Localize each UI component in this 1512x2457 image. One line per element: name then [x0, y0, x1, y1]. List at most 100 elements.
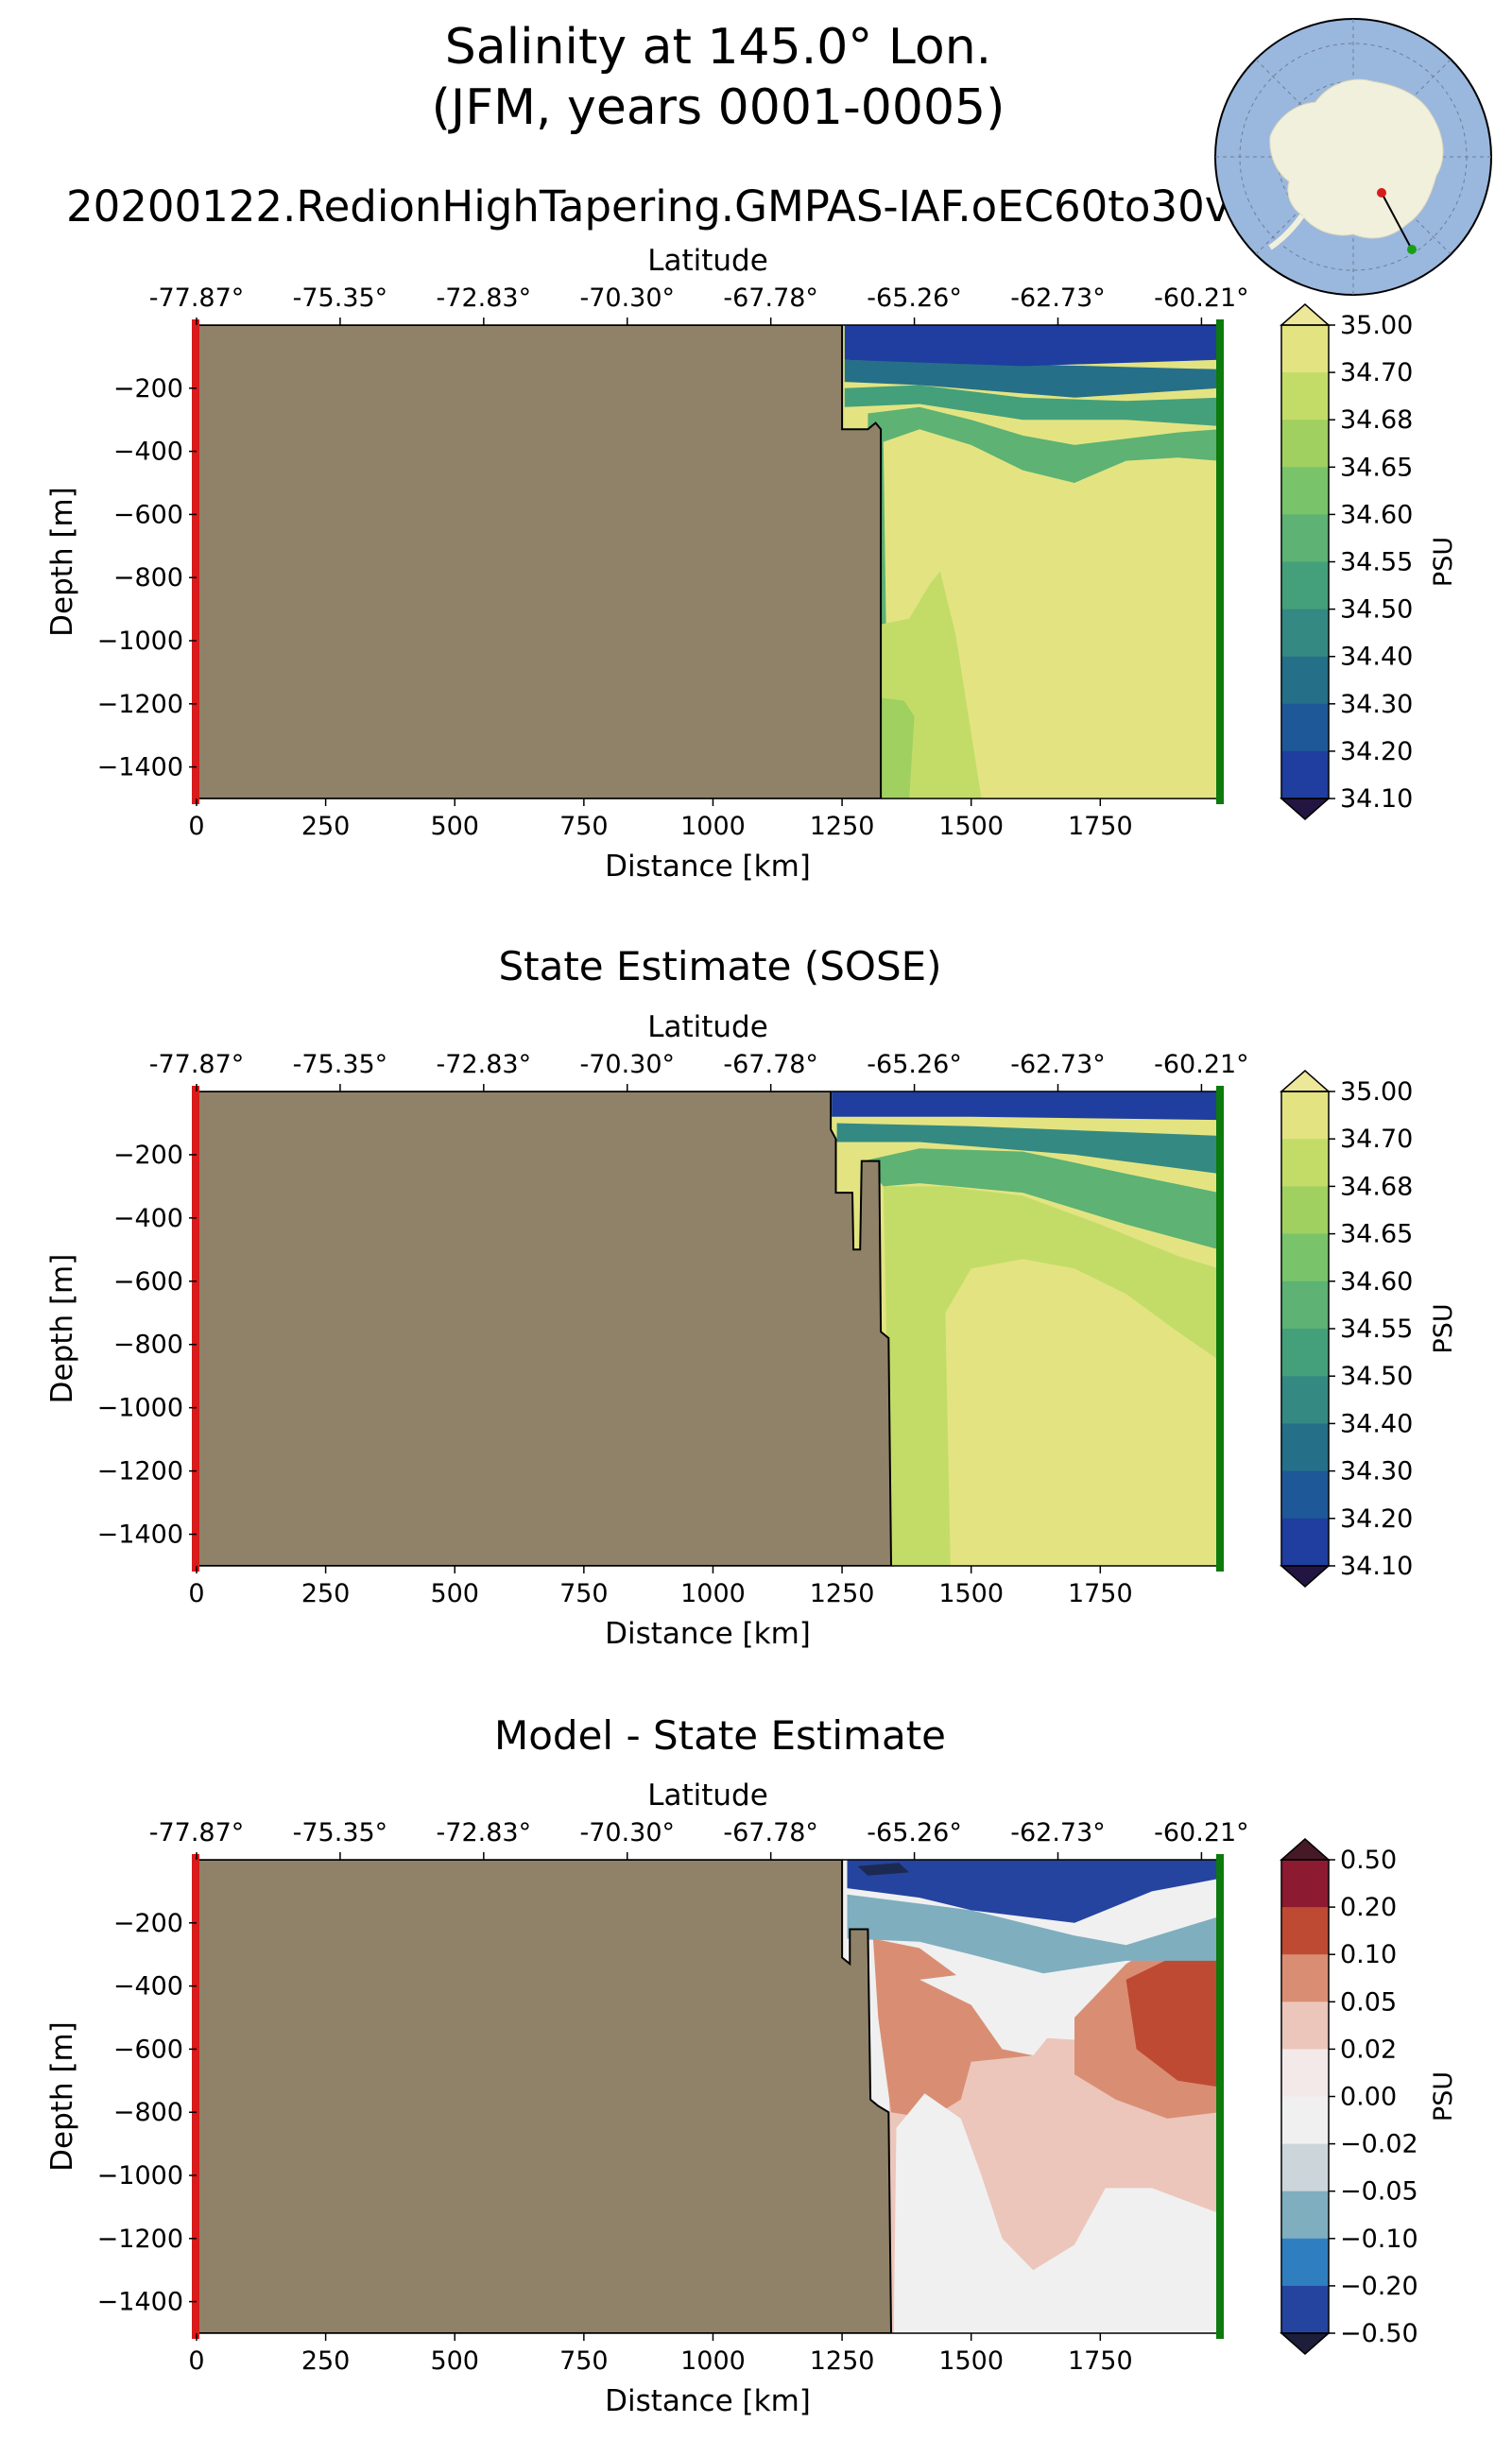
sose-colorbar-swatch	[1281, 1280, 1329, 1330]
model-colorbar-tick-label: 34.30	[1340, 690, 1413, 719]
difference-colorbar: 0.50 0.20 0.10 0.05 0.02 0.00 −0.02 −0.05 −0.10 −…	[1280, 1838, 1458, 2355]
run-name: 20200122.RedionHighTapering.GMPAS-IAF.oE…	[66, 181, 1257, 232]
difference-colorbar-swatch	[1281, 2238, 1329, 2287]
panel-difference: 0 250 500 750 1000 1250 1500 1750 −200 −400 −600 −8…	[45, 1778, 1458, 2418]
difference-x-tick-label: 500	[430, 2346, 479, 2376]
model-colorbar-tick-label: 35.00	[1340, 311, 1413, 340]
model-lat-tick-label: -62.73°	[1010, 284, 1106, 313]
difference-contour-band-8	[857, 1863, 910, 1876]
panel-sose: 0 250 500 750 1000 1250 1500 1750 −200 −400 −600 −8…	[45, 1010, 1458, 1651]
difference-colorbar-swatch	[1281, 1954, 1329, 2002]
difference-colorbar-tick-label: 0.10	[1340, 1940, 1397, 1969]
model-colorbar-label: PSU	[1429, 537, 1458, 587]
difference-colorbar-tick-label: 0.05	[1340, 1987, 1397, 2017]
difference-start-marker	[192, 1854, 199, 2339]
sose-lat-tick-label: -75.35°	[293, 1050, 388, 1079]
difference-contour-band-3	[1125, 1950, 1219, 2088]
sose-contour-band-1	[945, 1259, 1219, 1566]
difference-lat-tick-label: -62.73°	[1010, 1818, 1106, 1847]
difference-contour-band-7	[847, 1860, 1219, 1923]
model-colorbar-extend-top	[1280, 303, 1331, 326]
difference-top-axis-label: Latitude	[647, 1778, 768, 1813]
difference-colorbar-swatch	[1281, 2049, 1329, 2097]
difference-x-tick-label: 1750	[1068, 2346, 1133, 2376]
sose-y-tick-label: −1200	[97, 1457, 183, 1486]
difference-colorbar-swatch	[1281, 2285, 1329, 2334]
model-y-axis-label: Depth [m]	[45, 487, 79, 637]
sose-colorbar-label: PSU	[1429, 1303, 1458, 1353]
sose-colorbar-tick-label: 35.00	[1340, 1077, 1413, 1107]
model-y-tick-label: −400	[113, 438, 183, 467]
model-x-tick-label: 1000	[680, 812, 746, 841]
model-contour-band-1	[883, 429, 1219, 799]
sose-colorbar: 35.00 34.70 34.68 34.65 34.60 34.55 34.50 34.40…	[1280, 1070, 1458, 1588]
difference-contour-band-5	[919, 1973, 1049, 2056]
sose-x-tick-label: 500	[430, 1579, 479, 1608]
sose-lat-tick-label: -67.78°	[723, 1050, 818, 1079]
model-top-axis-label: Latitude	[647, 244, 768, 278]
model-colorbar-swatch	[1281, 703, 1329, 752]
model-x-axis-label: Distance [km]	[605, 850, 811, 884]
model-colorbar-tick-label: 34.70	[1340, 358, 1413, 387]
model-colorbar-swatch	[1281, 514, 1329, 562]
model-y-tick-label: −1000	[97, 627, 183, 656]
model-contour-band-6	[844, 325, 1219, 367]
model-contour-band-4	[844, 385, 1219, 426]
sose-contour-band-3	[836, 1123, 1219, 1174]
model-colorbar-swatch	[1281, 561, 1329, 610]
difference-colorbar-extend-bottom	[1280, 2332, 1331, 2355]
difference-colorbar-swatch	[1281, 2096, 1329, 2145]
sose-colorbar-tick-label: 34.65	[1340, 1220, 1413, 1249]
sose-lat-tick-label: -60.21°	[1154, 1050, 1249, 1079]
sose-lat-tick-label: -65.26°	[867, 1050, 962, 1079]
difference-lat-tick-label: -65.26°	[867, 1818, 962, 1847]
model-x-tick-label: 750	[559, 812, 609, 841]
model-x-tick-label: 250	[301, 812, 351, 841]
model-contour-band-3	[878, 697, 915, 799]
difference-y-tick-label: −800	[113, 2098, 183, 2127]
difference-colorbar-tick-label: −0.02	[1340, 2130, 1418, 2159]
sose-colorbar-tick-label: 34.40	[1340, 1409, 1413, 1438]
model-seafloor-land	[197, 325, 883, 799]
model-y-tick-label: −1200	[97, 690, 183, 719]
sose-x-tick-label: 1500	[938, 1579, 1004, 1608]
model-plot-area	[197, 325, 1219, 799]
sose-lat-tick-label: -72.83°	[437, 1050, 532, 1079]
antarctic-peninsula	[1268, 214, 1305, 250]
sose-end-marker	[1216, 1086, 1224, 1572]
sose-x-tick-label: 250	[301, 1579, 351, 1608]
model-colorbar-swatch	[1281, 372, 1329, 421]
difference-lat-tick-label: -77.87°	[149, 1818, 245, 1847]
difference-y-tick-label: −400	[113, 1972, 183, 2002]
sose-colorbar-tick-label: 34.55	[1340, 1314, 1413, 1344]
model-colorbar: 35.00 34.70 34.68 34.65 34.60 34.55 34.50 34.40…	[1280, 303, 1458, 820]
sose-lat-tick-label: -77.87°	[149, 1050, 245, 1079]
difference-colorbar-tick-label: 0.00	[1340, 2083, 1397, 2112]
model-colorbar-tick-label: 34.60	[1340, 500, 1413, 529]
difference-lat-tick-label: -75.35°	[293, 1818, 388, 1847]
sose-y-tick-label: −800	[113, 1331, 183, 1360]
model-colorbar-swatch	[1281, 325, 1329, 373]
difference-y-tick-label: −1000	[97, 2161, 183, 2191]
sose-seafloor-land	[197, 1091, 893, 1566]
sose-colorbar-tick-label: 34.50	[1340, 1362, 1413, 1391]
sose-colorbar-tick-label: 34.68	[1340, 1172, 1413, 1201]
sose-x-tick-label: 0	[188, 1579, 204, 1608]
sose-y-axis-label: Depth [m]	[45, 1254, 79, 1404]
sose-colorbar-swatch	[1281, 1329, 1329, 1377]
sose-colorbar-tick-label: 34.60	[1340, 1267, 1413, 1297]
sose-lat-tick-label: -62.73°	[1010, 1050, 1106, 1079]
sose-x-tick-label: 1250	[810, 1579, 875, 1608]
sose-colorbar-swatch	[1281, 1186, 1329, 1235]
model-x-tick-label: 1750	[1068, 812, 1133, 841]
transect-line	[1381, 192, 1413, 250]
difference-x-tick-label: 250	[301, 2346, 351, 2376]
sose-x-tick-label: 1750	[1068, 1579, 1133, 1608]
sose-colorbar-tick-label: 34.10	[1340, 1552, 1413, 1581]
model-x-tick-label: 1250	[810, 812, 875, 841]
difference-colorbar-swatch	[1281, 1860, 1329, 1908]
difference-x-tick-label: 1000	[680, 2346, 746, 2376]
panel-model: 0 250 500 750 1000 1250 1500 1750 −200 −400 −600 −8…	[45, 244, 1458, 884]
difference-contour-band-4	[893, 2093, 1219, 2333]
sose-y-tick-label: −200	[113, 1141, 183, 1170]
